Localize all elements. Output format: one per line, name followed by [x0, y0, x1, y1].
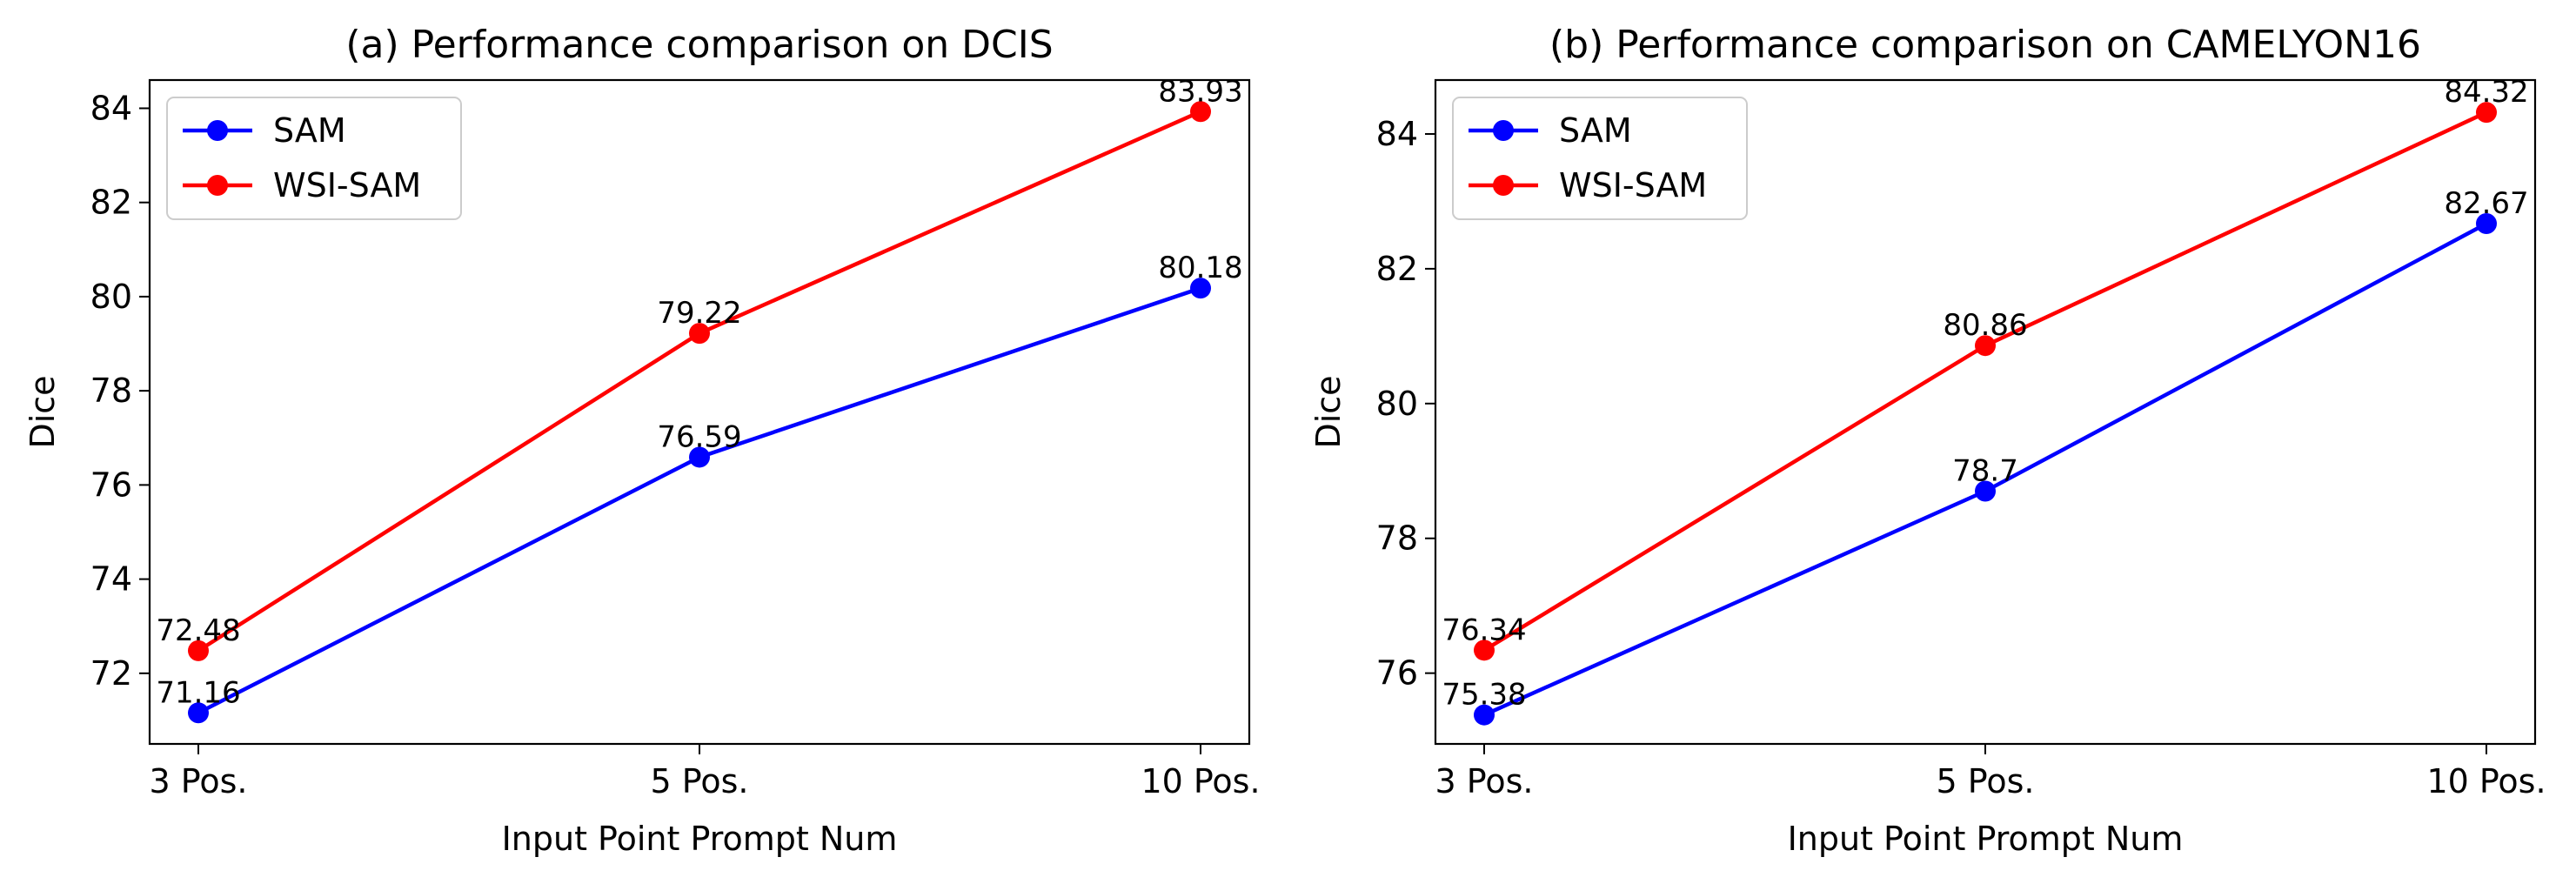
series-line [197, 286, 1201, 715]
data-point [2476, 102, 2497, 124]
legend-swatch-marker [1493, 120, 1514, 141]
legend-entry: WSI-SAM [1559, 166, 1707, 204]
data-label: 80.18 [1158, 251, 1242, 285]
data-label: 75.38 [1442, 678, 1526, 713]
y-axis-label: Dice [1309, 375, 1348, 448]
data-label: 78.7 [1952, 454, 2018, 489]
x-tick-label: 10 Pos. [1141, 762, 1260, 800]
data-point [2476, 212, 2497, 234]
data-label: 71.16 [156, 675, 240, 710]
chart-title: (b) Performance comparison on CAMELYON16 [1549, 23, 2421, 67]
chart-dcis: (a) Performance comparison on DCIS 72 74 76… [23, 23, 1261, 858]
legend: SAM WSI-SAM [1452, 97, 1748, 220]
legend-box [166, 97, 462, 220]
data-point [1190, 101, 1211, 123]
chart-camelyon16: (b) Performance comparison on CAMELYON16… [1309, 23, 2546, 858]
y-tick-label: 72 [90, 654, 132, 693]
data-label: 80.86 [1943, 308, 2027, 343]
data-point [1190, 278, 1211, 299]
data-point [1975, 480, 1996, 502]
data-point [1975, 335, 1996, 357]
data-label: 72.48 [156, 613, 240, 648]
y-tick-label: 78 [1376, 519, 1418, 558]
series-sam: 71.16 76.59 80.18 [156, 251, 1243, 724]
data-point [188, 640, 209, 661]
x-tick-label: 5 Pos. [1937, 762, 2035, 800]
data-point [1474, 704, 1495, 726]
y-tick-label: 76 [90, 465, 132, 504]
x-tick-label: 5 Pos. [651, 762, 749, 800]
legend-swatch-marker [207, 120, 228, 141]
series-wsi-sam: 76.34 80.86 84.32 [1442, 75, 2529, 661]
legend-box [1452, 97, 1748, 220]
y-tick-label: 82 [90, 184, 132, 222]
y-axis-label: Dice [23, 375, 62, 448]
data-label: 76.59 [657, 419, 741, 454]
x-tick-label: 3 Pos. [1435, 762, 1534, 800]
y-tick-label: 80 [90, 278, 132, 316]
y-tick-label: 82 [1376, 250, 1418, 288]
data-point [689, 323, 710, 345]
y-tick-label: 80 [1376, 385, 1418, 423]
legend-swatch-marker [1493, 175, 1514, 196]
x-tick-label: 10 Pos. [2426, 762, 2546, 800]
data-point [689, 446, 710, 468]
data-point [1474, 640, 1495, 661]
data-label: 82.67 [2444, 186, 2528, 221]
legend-entry: SAM [273, 111, 346, 150]
legend-swatch-marker [207, 175, 228, 196]
y-tick-label: 76 [1376, 654, 1418, 693]
y-tick-label: 74 [90, 560, 132, 599]
x-axis-label: Input Point Prompt Num [1788, 820, 2184, 858]
y-tick-label: 78 [90, 372, 132, 410]
x-axis-label: Input Point Prompt Num [502, 820, 898, 858]
series-wsi-sam: 72.48 79.22 83.93 [156, 74, 1243, 661]
y-tick-label: 84 [1376, 115, 1418, 153]
x-tick-label: 3 Pos. [150, 762, 248, 800]
data-label: 79.22 [657, 296, 741, 331]
data-label: 84.32 [2444, 75, 2528, 110]
data-label: 76.34 [1442, 613, 1526, 647]
legend-entry: WSI-SAM [273, 166, 421, 204]
y-tick-label: 84 [90, 89, 132, 127]
data-label: 83.93 [1158, 74, 1242, 109]
data-point [188, 702, 209, 724]
legend: SAM WSI-SAM [166, 97, 462, 220]
chart-title: (a) Performance comparison on DCIS [345, 23, 1053, 67]
legend-entry: SAM [1559, 111, 1632, 150]
series-sam: 75.38 78.7 82.67 [1442, 186, 2529, 726]
